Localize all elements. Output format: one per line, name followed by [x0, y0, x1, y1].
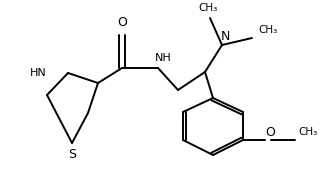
Text: O: O — [265, 125, 275, 139]
Text: NH: NH — [155, 53, 172, 63]
Text: CH₃: CH₃ — [298, 127, 318, 137]
Text: CH₃: CH₃ — [258, 25, 278, 35]
Text: O: O — [117, 15, 127, 29]
Text: S: S — [68, 148, 76, 162]
Text: HN: HN — [30, 68, 46, 78]
Text: N: N — [220, 31, 230, 43]
Text: CH₃: CH₃ — [198, 3, 218, 13]
